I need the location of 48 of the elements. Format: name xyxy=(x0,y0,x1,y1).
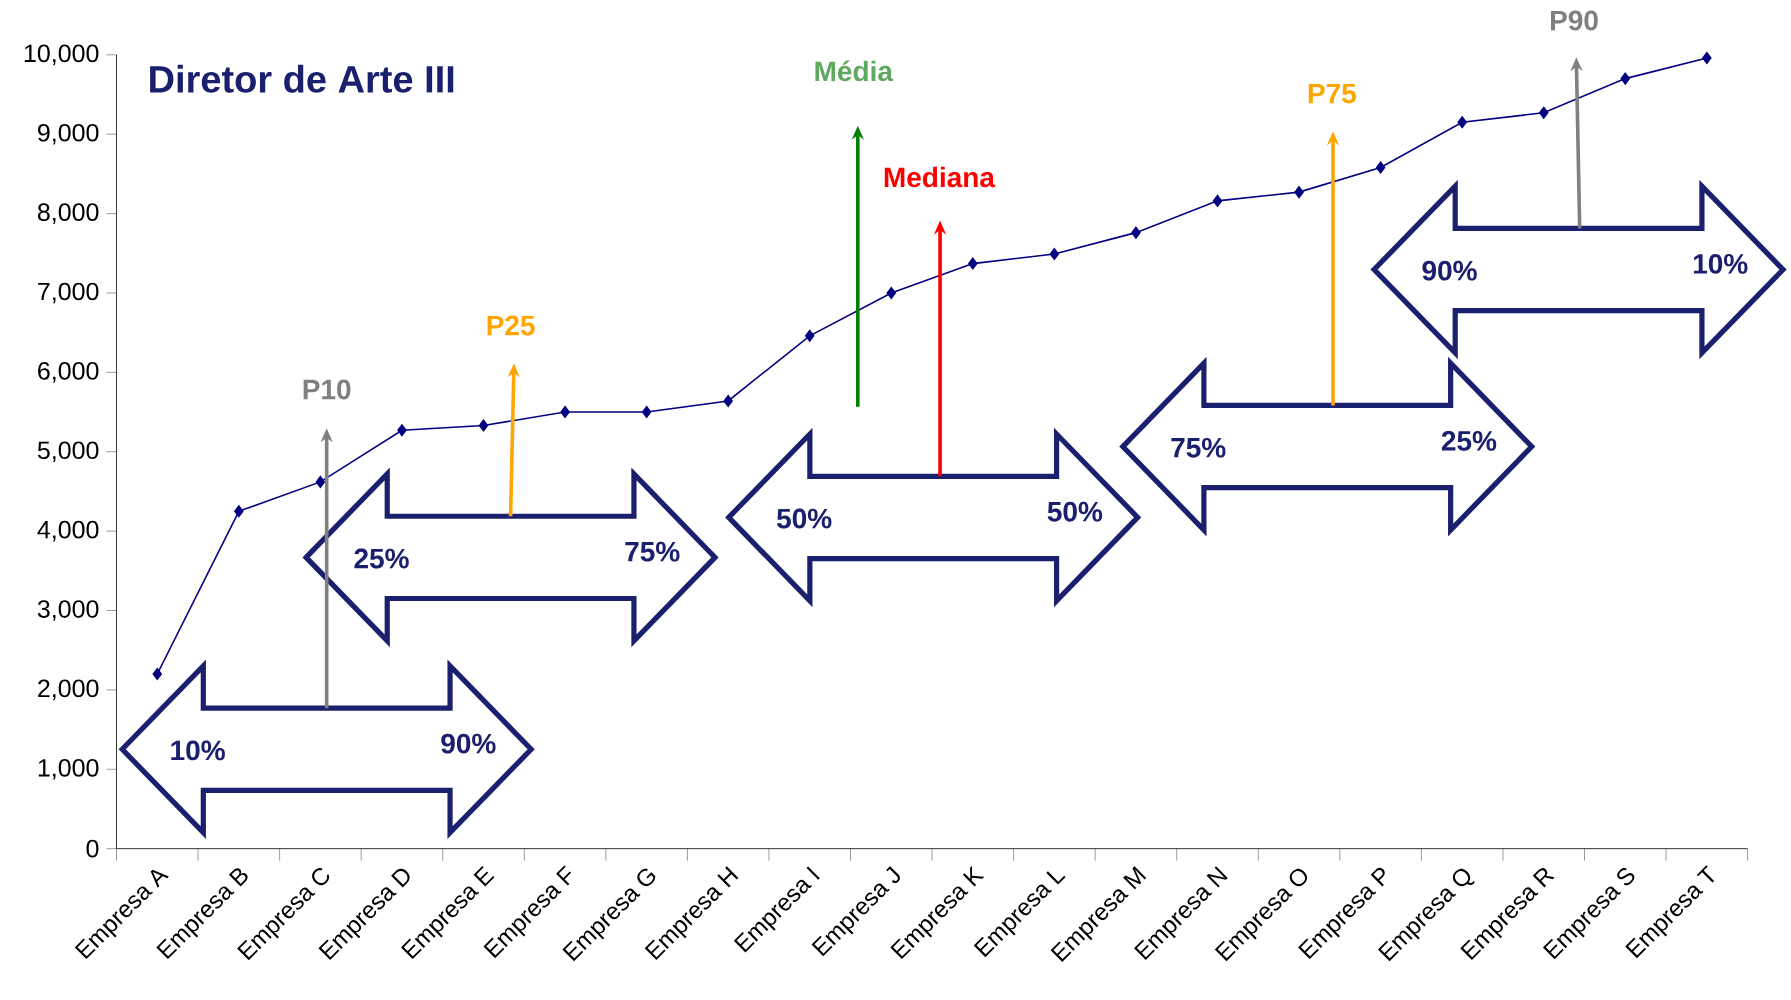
point xyxy=(1457,116,1467,129)
y-tick-label: 8,000 xyxy=(37,203,99,224)
annotation: 50% xyxy=(1047,501,1103,522)
y-tick-label: 2,000 xyxy=(38,679,99,701)
point xyxy=(560,406,570,419)
point xyxy=(1539,106,1549,119)
annotation: 50% xyxy=(776,508,832,529)
point xyxy=(234,505,244,518)
annotation: P75 xyxy=(1308,83,1356,104)
annotation: P25 xyxy=(487,315,535,336)
point xyxy=(1375,161,1386,174)
y-tick-label: 6,000 xyxy=(38,362,99,383)
y-tick-label: 3,000 xyxy=(37,600,99,621)
point xyxy=(1131,226,1141,239)
point xyxy=(886,286,896,299)
annotation: 10% xyxy=(1693,253,1748,274)
y-tick-label: 10,000 xyxy=(24,44,99,66)
point xyxy=(1212,194,1223,207)
chart-title: Diretor de Arte III xyxy=(150,64,454,93)
text: P90 xyxy=(1550,10,1598,31)
point xyxy=(1702,51,1712,64)
annotation: 90% xyxy=(1422,260,1477,281)
point xyxy=(478,419,489,432)
annotation: 25% xyxy=(1441,430,1497,451)
annotation: Média xyxy=(815,60,894,82)
y-tick-label: 0 xyxy=(86,839,99,858)
annotation: 10% xyxy=(171,740,225,761)
point xyxy=(723,394,733,407)
point xyxy=(805,329,815,342)
point xyxy=(1049,248,1060,261)
point xyxy=(641,406,652,419)
point xyxy=(968,257,978,270)
annotation: 90% xyxy=(441,733,496,754)
y-tick-label: 5,000 xyxy=(37,441,99,463)
y-tick-label: 1,000 xyxy=(38,758,99,780)
y-tick-label: 4,000 xyxy=(37,520,99,542)
point xyxy=(315,475,326,488)
y-tick-label: 7,000 xyxy=(38,282,99,304)
annotation: 75% xyxy=(1171,437,1226,458)
annotation: 75% xyxy=(625,541,680,562)
point xyxy=(152,668,162,681)
annotation: 25% xyxy=(354,548,409,569)
point xyxy=(1294,186,1304,199)
point xyxy=(397,424,407,437)
annotation: Mediana xyxy=(884,166,996,188)
annotation: P10 xyxy=(303,379,351,400)
y-tick-label: 9,000 xyxy=(38,123,99,145)
point xyxy=(1620,72,1630,85)
